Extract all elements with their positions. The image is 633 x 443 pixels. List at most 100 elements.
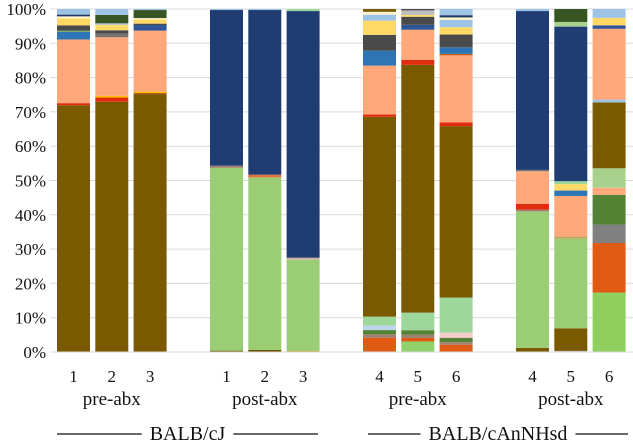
bar-segment [363, 116, 396, 317]
bar-segment [554, 21, 588, 27]
bar-segment [439, 34, 473, 48]
bar-segment [439, 27, 473, 35]
bar-segment [439, 53, 473, 56]
y-tick-label: 70% [15, 103, 46, 122]
bar [554, 9, 588, 352]
strain-label: BALB/cJ [150, 423, 226, 443]
bar-segment [133, 19, 167, 24]
bar-segment [554, 184, 588, 191]
bar-segment [248, 177, 282, 350]
bar-segment [248, 10, 282, 175]
bar-segment [592, 99, 626, 103]
group-label: pre-abx [389, 389, 448, 410]
bar-segment [286, 9, 320, 12]
bar-segment [516, 11, 549, 170]
bar-segment [401, 14, 435, 17]
y-tick-label: 20% [15, 274, 46, 293]
bar-segment [401, 312, 435, 331]
bar-segment [554, 195, 588, 237]
bar-segment [439, 122, 473, 127]
bar-segment [57, 14, 90, 17]
bar-segment [57, 30, 90, 32]
bar-segment [210, 10, 243, 166]
y-tick-label: 30% [15, 240, 46, 259]
bar-segment [95, 23, 129, 25]
bar [133, 9, 167, 352]
bar-segment [57, 16, 90, 19]
bar-segment [363, 50, 396, 66]
bar-segment [133, 23, 167, 26]
bar-segment [592, 25, 626, 29]
bar-segment [57, 18, 90, 26]
bar-segment [363, 65, 396, 115]
bar-segment [401, 330, 435, 335]
bar-segment [57, 105, 90, 352]
group-label: post-abx [538, 389, 604, 410]
strain-labels: BALB/cJ BALB/cAnNHsd [57, 423, 628, 443]
y-tick-label: 40% [15, 206, 46, 225]
bar-segment [95, 95, 129, 98]
bar-segment [554, 238, 588, 329]
bar-segment [592, 224, 626, 243]
bar-segment [363, 334, 396, 338]
bar [401, 9, 435, 352]
bar-segment [363, 114, 396, 117]
category-labels: 1 2 3 1 2 3 4 5 6 4 5 6 [69, 367, 613, 386]
bar-segment [439, 15, 473, 18]
x-tick-label: 1 [69, 367, 78, 386]
bar-segment [439, 297, 473, 333]
bar-segment [286, 11, 320, 258]
bar-segment [516, 203, 549, 210]
bar-segment [401, 10, 435, 15]
bar-segment [95, 9, 129, 15]
x-tick-label: 6 [605, 367, 614, 386]
bar-segment [592, 17, 626, 26]
bar-segment [401, 9, 435, 11]
bar-segment [439, 337, 473, 343]
bar-segment [95, 97, 129, 102]
y-tick-label: 90% [15, 34, 46, 53]
bar-segment [439, 126, 473, 298]
bar-segment [516, 169, 549, 172]
bar-segment [95, 14, 129, 24]
bar-segment [401, 29, 435, 60]
bar-segment [554, 328, 588, 351]
bar-segment [516, 211, 549, 348]
bar [439, 9, 473, 352]
strain-label: BALB/cAnNHsd [429, 423, 568, 443]
x-tick-label: 1 [222, 367, 231, 386]
bar [516, 9, 549, 352]
bar-segment [57, 31, 90, 40]
bar-segment [592, 102, 626, 169]
bar-segment [554, 26, 588, 182]
bar-segment [592, 168, 626, 188]
bar-segment [439, 344, 473, 352]
bar [210, 9, 243, 352]
bar-segment [439, 19, 473, 28]
bar-segment [95, 24, 129, 31]
bar-segment [210, 350, 243, 352]
group-labels: pre-abx post-abx pre-abx post-abx [83, 389, 604, 410]
group-label: pre-abx [83, 389, 142, 410]
x-tick-label: 5 [414, 367, 423, 386]
bar-segment [133, 18, 167, 20]
bar-segment [439, 332, 473, 338]
bar-segment [401, 24, 435, 30]
bar-segment [516, 347, 549, 352]
bar [363, 9, 396, 352]
bar-segment [401, 341, 435, 352]
bar-segment [592, 242, 626, 293]
y-tick-label: 10% [15, 309, 46, 328]
bar-segment [439, 47, 473, 54]
bar-segment [363, 20, 396, 35]
bar-segment [401, 59, 435, 65]
bar-segment [133, 10, 167, 19]
x-tick-label: 5 [567, 367, 576, 386]
bar-segment [95, 37, 129, 96]
bar-segment [286, 259, 320, 351]
bar-segment [210, 9, 243, 11]
bar-segment [133, 93, 167, 95]
bar-segment [95, 33, 129, 38]
bar-segment [363, 34, 396, 51]
